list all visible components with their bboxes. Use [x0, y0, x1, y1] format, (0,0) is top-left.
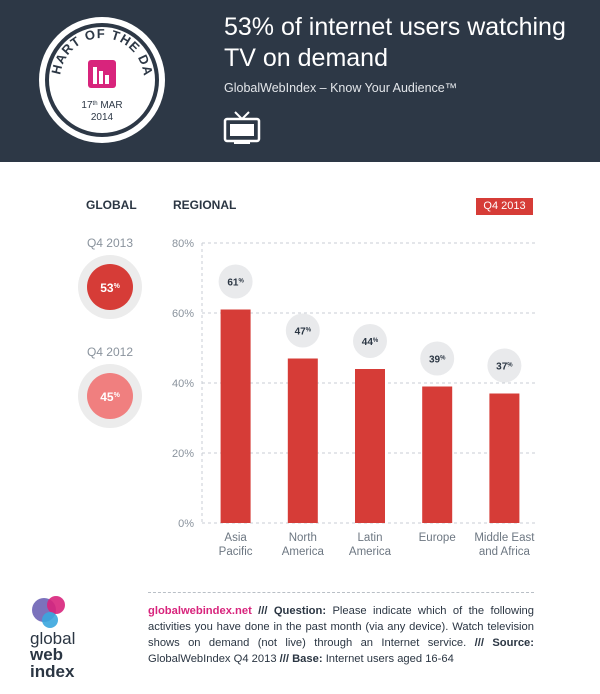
chart-title: 53% of internet users watching TV on dem… — [224, 13, 566, 72]
source-label: Source: — [492, 637, 534, 649]
global-value-ring-2012: 45% — [78, 364, 142, 428]
global-value-2013: 53% — [87, 264, 133, 310]
svg-text:17th MAR: 17th MAR — [81, 100, 122, 111]
regional-bar-chart: 0% 20% 40% 60% 80% 61% Asia Pacific 47% North Amer… — [172, 238, 538, 558]
category-label: America — [349, 546, 392, 558]
footer-divider — [148, 592, 534, 593]
y-tick-label: 0% — [178, 518, 194, 530]
globalwebindex-logo: global web index — [29, 596, 75, 681]
logo-word-index: index — [30, 662, 75, 681]
regional-label: REGIONAL — [173, 198, 237, 212]
badge-year: 2014 — [91, 112, 114, 123]
value-label: 39% — [429, 355, 446, 366]
bar-1 — [220, 309, 251, 523]
badge-month: MAR — [100, 100, 122, 111]
chart-subtitle: GlobalWebIndex – Know Your Audience™ — [224, 81, 458, 95]
y-tick-label: 80% — [172, 238, 194, 250]
chart-of-the-day-badge: CHART OF THE DAY 17th MAR 2014 — [38, 16, 165, 143]
y-tick-label: 20% — [172, 448, 194, 460]
value-label: 37% — [496, 362, 513, 373]
category-label: Middle East — [474, 532, 535, 544]
global-value-ring-2013: 53% — [78, 255, 142, 319]
question-text: Please indicate which of the following a… — [148, 605, 535, 649]
bar-2 — [287, 358, 318, 523]
y-tick-label: 40% — [172, 378, 194, 390]
header-banner: CHART OF THE DAY 17th MAR 2014 53% of in… — [0, 0, 600, 162]
category-label: North — [289, 532, 317, 544]
global-label: GLOBAL — [86, 198, 137, 212]
bar-4 — [422, 386, 453, 523]
category-label: Asia — [224, 532, 247, 544]
logo-word-web: web — [29, 645, 63, 664]
source-text: GlobalWebIndex Q4 2013 — [148, 653, 277, 665]
value-bubble — [420, 341, 455, 376]
global-period-q4-2012: Q4 2012 — [86, 345, 134, 359]
value-label: 47% — [295, 327, 312, 338]
global-period-q4-2013: Q4 2013 — [86, 236, 134, 250]
value-bubble — [487, 348, 522, 383]
category-label: America — [282, 546, 325, 558]
site-link[interactable]: globalwebindex.net — [148, 605, 252, 617]
logo-word-global: global — [30, 629, 75, 648]
badge-day-suffix: th — [93, 101, 98, 107]
base-text: Internet users aged 16-64 — [325, 653, 454, 665]
value-bubble — [218, 264, 253, 299]
period-tag: Q4 2013 — [476, 198, 533, 215]
footnote: globalwebindex.net /// Question: Please … — [148, 605, 535, 665]
badge-day: 17 — [81, 100, 93, 111]
global-value-2012: 45% — [87, 373, 133, 419]
base-label: Base: — [292, 653, 323, 665]
value-label: 61% — [227, 278, 244, 289]
category-label: and Africa — [479, 546, 531, 558]
bar-5 — [489, 393, 520, 523]
category-label: Europe — [419, 532, 456, 544]
value-label: 44% — [362, 337, 379, 348]
y-tick-label: 60% — [172, 308, 194, 320]
tv-icon — [223, 111, 261, 144]
value-bubble — [285, 313, 320, 348]
question-label: Question: — [273, 605, 327, 617]
category-label: Pacific — [219, 546, 253, 558]
category-label: Latin — [358, 532, 383, 544]
value-bubble — [353, 324, 387, 358]
bar-3 — [355, 369, 385, 523]
